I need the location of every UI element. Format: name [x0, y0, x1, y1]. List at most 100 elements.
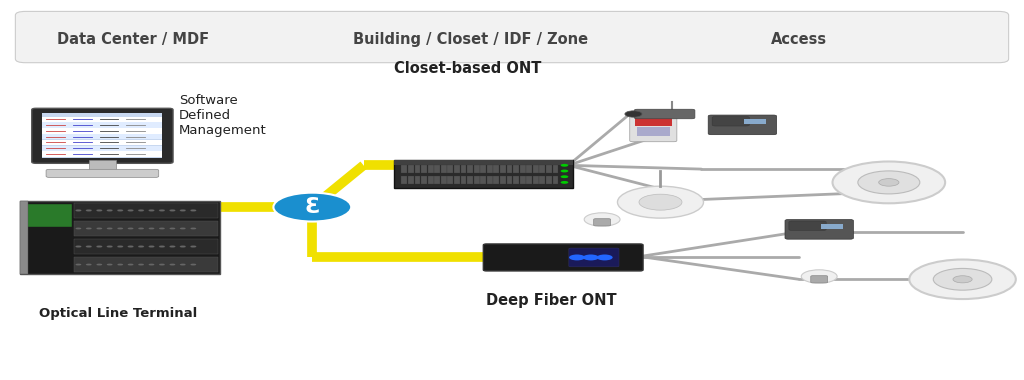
- FancyBboxPatch shape: [630, 115, 677, 142]
- Circle shape: [180, 263, 186, 266]
- FancyBboxPatch shape: [594, 219, 610, 226]
- FancyBboxPatch shape: [75, 203, 218, 218]
- Circle shape: [159, 227, 165, 230]
- FancyBboxPatch shape: [474, 165, 479, 173]
- FancyBboxPatch shape: [43, 151, 162, 157]
- Text: Data Center / MDF: Data Center / MDF: [57, 32, 209, 48]
- Circle shape: [76, 245, 82, 248]
- Circle shape: [953, 276, 972, 283]
- FancyBboxPatch shape: [23, 204, 73, 226]
- Circle shape: [148, 263, 155, 266]
- Circle shape: [639, 194, 682, 210]
- FancyBboxPatch shape: [75, 257, 218, 272]
- Circle shape: [833, 162, 945, 203]
- FancyBboxPatch shape: [447, 165, 454, 173]
- FancyBboxPatch shape: [421, 176, 427, 184]
- FancyBboxPatch shape: [494, 176, 500, 184]
- Circle shape: [190, 209, 197, 212]
- FancyBboxPatch shape: [32, 108, 173, 163]
- FancyBboxPatch shape: [569, 248, 618, 267]
- FancyBboxPatch shape: [43, 134, 162, 139]
- Circle shape: [625, 111, 642, 117]
- Circle shape: [190, 263, 197, 266]
- Circle shape: [597, 255, 612, 260]
- FancyBboxPatch shape: [434, 176, 440, 184]
- Circle shape: [86, 263, 92, 266]
- FancyBboxPatch shape: [520, 165, 525, 173]
- Circle shape: [117, 209, 123, 212]
- Circle shape: [879, 179, 899, 186]
- FancyBboxPatch shape: [43, 146, 162, 151]
- Circle shape: [561, 164, 568, 167]
- FancyBboxPatch shape: [526, 176, 532, 184]
- Circle shape: [159, 209, 165, 212]
- FancyBboxPatch shape: [440, 165, 446, 173]
- Circle shape: [106, 227, 113, 230]
- Text: Closet-based ONT: Closet-based ONT: [394, 61, 542, 76]
- FancyBboxPatch shape: [415, 176, 421, 184]
- Text: Deep Fiber ONT: Deep Fiber ONT: [486, 293, 617, 308]
- FancyBboxPatch shape: [507, 176, 512, 184]
- FancyBboxPatch shape: [46, 169, 159, 177]
- Circle shape: [96, 209, 102, 212]
- Circle shape: [96, 227, 102, 230]
- FancyBboxPatch shape: [20, 201, 29, 274]
- Text: Access: Access: [771, 32, 826, 48]
- FancyBboxPatch shape: [480, 165, 486, 173]
- Circle shape: [148, 227, 155, 230]
- Circle shape: [569, 255, 585, 260]
- FancyBboxPatch shape: [43, 140, 162, 145]
- FancyBboxPatch shape: [20, 201, 220, 274]
- FancyBboxPatch shape: [408, 165, 414, 173]
- FancyBboxPatch shape: [474, 176, 479, 184]
- Circle shape: [138, 209, 144, 212]
- FancyBboxPatch shape: [454, 176, 460, 184]
- FancyBboxPatch shape: [785, 220, 853, 239]
- FancyBboxPatch shape: [500, 176, 506, 184]
- FancyBboxPatch shape: [553, 165, 558, 173]
- Circle shape: [169, 227, 175, 230]
- Circle shape: [180, 227, 186, 230]
- FancyBboxPatch shape: [401, 165, 408, 173]
- FancyBboxPatch shape: [520, 176, 525, 184]
- FancyBboxPatch shape: [546, 165, 552, 173]
- Circle shape: [169, 209, 175, 212]
- FancyBboxPatch shape: [513, 176, 519, 184]
- Circle shape: [909, 260, 1016, 299]
- FancyBboxPatch shape: [401, 176, 408, 184]
- Circle shape: [138, 245, 144, 248]
- Circle shape: [933, 268, 992, 290]
- Circle shape: [190, 245, 197, 248]
- FancyBboxPatch shape: [709, 115, 776, 135]
- Circle shape: [117, 227, 123, 230]
- FancyBboxPatch shape: [461, 165, 467, 173]
- FancyBboxPatch shape: [811, 276, 827, 283]
- Circle shape: [106, 245, 113, 248]
- FancyBboxPatch shape: [634, 109, 695, 119]
- Circle shape: [106, 263, 113, 266]
- FancyBboxPatch shape: [540, 176, 546, 184]
- Circle shape: [273, 193, 351, 222]
- Circle shape: [148, 209, 155, 212]
- Circle shape: [128, 245, 134, 248]
- FancyBboxPatch shape: [75, 239, 218, 255]
- Text: Building / Closet / IDF / Zone: Building / Closet / IDF / Zone: [353, 32, 589, 48]
- FancyBboxPatch shape: [507, 165, 512, 173]
- Text: Ɛ: Ɛ: [304, 197, 321, 217]
- FancyBboxPatch shape: [394, 160, 573, 188]
- FancyBboxPatch shape: [428, 165, 433, 173]
- FancyBboxPatch shape: [546, 176, 552, 184]
- Circle shape: [96, 263, 102, 266]
- FancyBboxPatch shape: [428, 176, 433, 184]
- Circle shape: [128, 209, 134, 212]
- FancyBboxPatch shape: [526, 165, 532, 173]
- FancyBboxPatch shape: [461, 176, 467, 184]
- FancyBboxPatch shape: [635, 117, 672, 126]
- FancyBboxPatch shape: [408, 176, 414, 184]
- Circle shape: [561, 175, 568, 178]
- FancyBboxPatch shape: [553, 176, 558, 184]
- FancyBboxPatch shape: [532, 176, 539, 184]
- Circle shape: [117, 245, 123, 248]
- FancyBboxPatch shape: [454, 165, 460, 173]
- Circle shape: [190, 227, 197, 230]
